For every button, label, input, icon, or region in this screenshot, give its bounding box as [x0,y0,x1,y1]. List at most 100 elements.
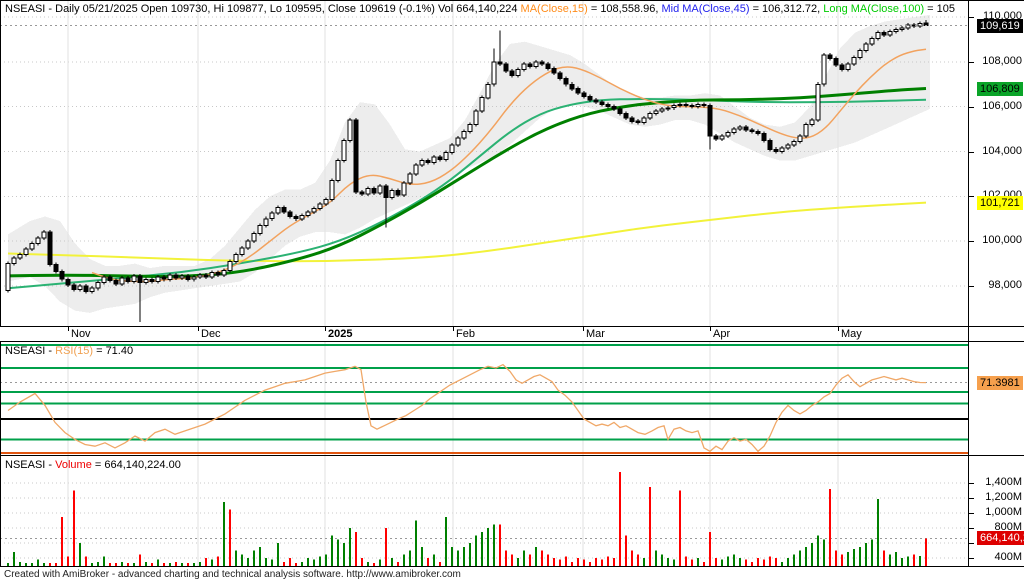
title-segment: Long MA(Close,100) [823,3,925,15]
volume-bar [787,558,789,566]
volume-bar [691,559,693,566]
volume-bar [391,558,393,566]
candle-down [527,63,533,67]
volume-bar [481,532,483,566]
axis-tickmark [969,286,974,287]
volume-bar [889,554,891,566]
volume-bar [175,562,177,566]
candle-up [299,214,305,220]
volume-bar [847,552,849,566]
volume-bar [655,550,657,566]
volume-bar [199,562,201,566]
volume-bar [181,563,183,566]
rsi-panel-top-border [0,341,1024,342]
candle-up [263,218,269,227]
candle-down [833,58,839,66]
volume-bar [733,554,735,566]
volume-bar [457,550,459,566]
volume-bar [55,563,57,566]
volume-bar [355,532,357,566]
candle-up [251,232,257,242]
candle-down [635,120,641,123]
rsi-chart-panel[interactable] [0,341,968,455]
candle-up [695,103,701,108]
time-axis[interactable]: Nov Dec 2025 Feb Mar Apr May [0,327,968,341]
volume-bar [217,556,219,566]
value-axis-pane[interactable]: 110,000 108,000 106,000 104,000 102,000 100,0… [968,0,1024,566]
month-tickmark [583,327,584,331]
volume-bar [379,559,381,566]
candle-up [791,140,797,146]
candle-down [599,101,605,105]
volume-bar [163,563,165,566]
candle-down [359,191,365,195]
axis-tick-label: 100,000 [982,234,1022,246]
volume-bar [253,550,255,566]
candle-up [29,242,35,250]
month-tickmark [838,327,839,331]
volume-bar [745,559,747,566]
price-chart-panel[interactable] [0,0,968,326]
candle-down [563,78,569,85]
axis-tick-label: 104,000 [982,145,1022,157]
candle-up [197,274,203,278]
volume-bar [433,554,435,566]
volume-bar [601,559,603,566]
volume-chart-panel[interactable] [0,455,968,566]
volume-bar [43,563,45,566]
month-tickmark [453,327,454,331]
candle-up [809,119,815,126]
volume-bar [403,554,405,566]
candle-down [383,185,389,198]
candle-down [881,32,887,36]
candle-up [347,119,353,141]
candle-down [137,275,143,284]
candle-up [647,112,653,119]
volume-bar [541,550,543,566]
volume-bar [721,559,723,566]
volume-bar [685,556,687,566]
candle-up [485,83,491,99]
axis-tickmark [969,196,974,197]
volume-bar [913,554,915,566]
volume-bar [553,558,555,566]
candle-down [839,64,845,71]
title-segment: = 106,312.72, [749,3,824,15]
volume-bar [331,535,333,566]
volume-bar [727,556,729,566]
volume-bar [85,556,87,566]
candle-up [317,203,323,210]
candle-up [431,156,437,164]
axis-tickmark [969,528,974,529]
candle-up [101,276,107,284]
top-border [0,0,1024,1]
candle-up [737,126,743,130]
title-segment: = 105 [924,3,955,15]
candle-down [575,88,581,94]
volume-bar [679,490,681,566]
volume-bar [229,509,231,566]
candle-up [785,144,791,149]
volume-bar [613,558,615,566]
candle-down [611,106,617,110]
candle-up [41,231,47,239]
volume-bar [445,517,447,566]
candle-down [503,63,509,72]
candle-up [311,208,317,213]
axis-tickmark [969,152,974,153]
candle-up [257,225,263,234]
volume-bar [385,528,387,566]
candle-down [743,126,749,131]
volume-bar [739,558,741,566]
volume-bar [373,563,375,566]
volume-bar [535,547,537,566]
candle-up [143,278,149,284]
candle-down [107,276,113,281]
candle-up [329,180,335,201]
candle-up [473,110,479,126]
volume-bar [559,559,561,566]
volume-bar [499,524,501,566]
candle-down [545,63,551,70]
volume-bar [7,563,9,566]
volume-bar [883,550,885,566]
